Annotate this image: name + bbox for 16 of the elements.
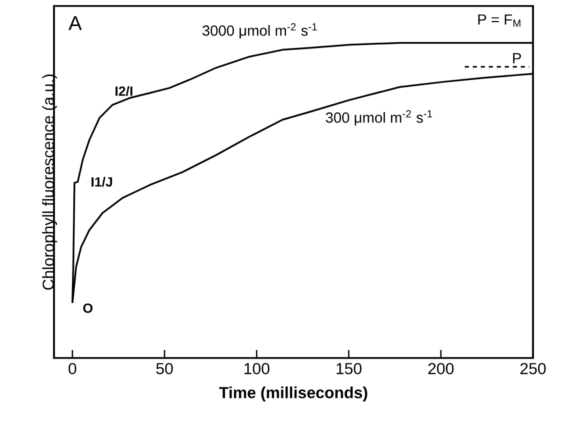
x-tick-label: 0: [68, 362, 76, 374]
x-tick-label: 200: [428, 362, 454, 374]
annotation: I1/J: [92, 176, 112, 187]
annotation: I2/I: [116, 86, 132, 96]
series-label: 300 μmol m$^{-2}$ s$^{-1}$: [326, 110, 432, 126]
text: A: [68, 16, 82, 30]
x-tick-label: 150: [336, 362, 362, 374]
x-tick-label: 250: [520, 362, 546, 374]
x-tick-label: 50: [156, 362, 173, 374]
series-label: P: [513, 53, 521, 64]
annotation: O: [83, 303, 92, 313]
series-label: 3000 μmol m$^{-2}$ s$^{-1}$: [202, 23, 317, 38]
x-tick-label: 100: [244, 362, 270, 374]
x-axis-title: Time (milliseconds): [219, 386, 368, 402]
y-axis-title: Chlorophyll fluorescence (a.u.): [42, 74, 58, 290]
text: P = F$_{M}$: [478, 14, 520, 27]
